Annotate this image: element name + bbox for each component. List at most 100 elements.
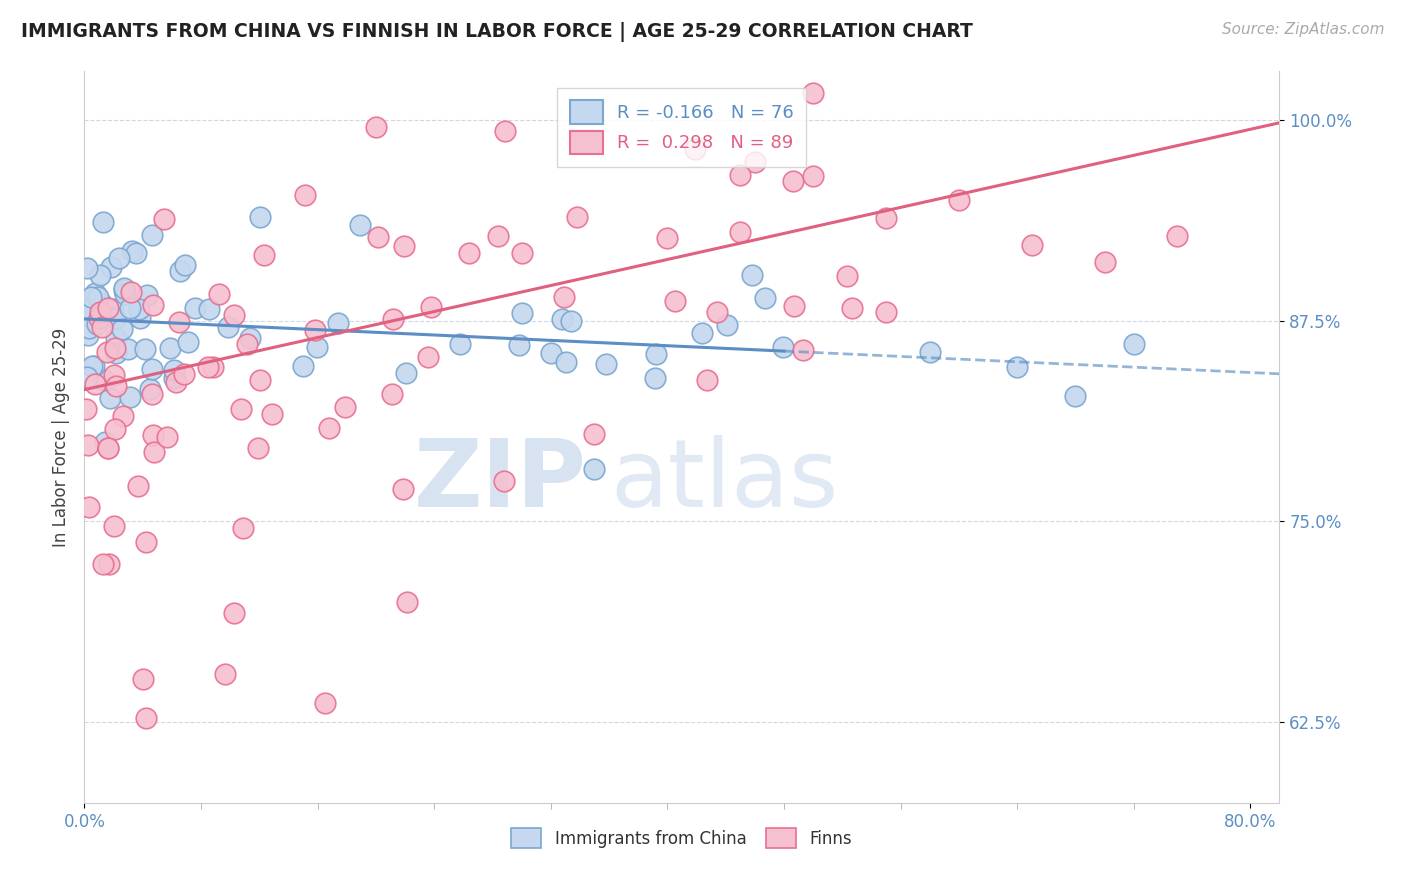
Point [208, 287, 231, 301]
Point [1122, 337, 1144, 351]
Point [117, 343, 139, 357]
Text: Source: ZipAtlas.com: Source: ZipAtlas.com [1222, 22, 1385, 37]
Point [177, 334, 200, 349]
Point [253, 248, 276, 262]
Point [801, 169, 824, 183]
Point [77, 328, 100, 343]
Point [79, 320, 101, 334]
Point [262, 407, 284, 421]
Point [555, 355, 578, 369]
Point [494, 124, 516, 138]
Point [90, 297, 112, 311]
Point [394, 366, 416, 380]
Point [583, 427, 606, 442]
Point [232, 521, 254, 535]
Point [583, 462, 606, 476]
Point [551, 312, 574, 326]
Text: IMMIGRANTS FROM CHINA VS FINNISH IN LABOR FORCE | AGE 25-29 CORRELATION CHART: IMMIGRANTS FROM CHINA VS FINNISH IN LABO… [21, 22, 973, 42]
Point [103, 368, 125, 383]
Point [381, 387, 404, 401]
Point [318, 421, 340, 435]
Point [486, 229, 509, 244]
Point [948, 193, 970, 207]
Point [77, 302, 100, 317]
Point [118, 301, 141, 315]
Point [875, 304, 897, 318]
Point [222, 606, 245, 620]
Point [76, 369, 98, 384]
Point [754, 291, 776, 305]
Point [728, 225, 751, 239]
Point [560, 314, 582, 328]
Point [553, 290, 575, 304]
Point [141, 387, 163, 401]
Point [236, 337, 259, 351]
Point [103, 519, 125, 533]
Point [91, 557, 114, 571]
Point [1064, 389, 1087, 403]
Point [1166, 229, 1188, 244]
Point [98, 391, 121, 405]
Legend: Immigrants from China, Finns: Immigrants from China, Finns [503, 820, 860, 856]
Point [716, 318, 738, 333]
Point [89, 305, 111, 319]
Point [142, 298, 165, 312]
Point [142, 427, 165, 442]
Point [163, 370, 186, 384]
Point [305, 340, 328, 354]
Point [97, 441, 120, 455]
Point [108, 251, 131, 265]
Point [249, 373, 271, 387]
Point [89, 268, 111, 282]
Point [664, 294, 686, 309]
Point [314, 696, 336, 710]
Point [202, 359, 225, 374]
Point [249, 210, 271, 224]
Point [508, 338, 530, 352]
Point [114, 287, 136, 301]
Point [96, 344, 118, 359]
Point [118, 391, 141, 405]
Point [75, 402, 97, 417]
Point [304, 323, 326, 337]
Point [83, 286, 105, 301]
Point [165, 375, 187, 389]
Point [139, 382, 162, 396]
Point [772, 340, 794, 354]
Point [657, 231, 679, 245]
Point [134, 343, 156, 357]
Point [492, 475, 515, 489]
Point [744, 154, 766, 169]
Point [105, 379, 128, 393]
Point [782, 174, 804, 188]
Point [152, 212, 174, 227]
Point [510, 245, 533, 260]
Point [112, 283, 135, 297]
Point [131, 672, 153, 686]
Point [101, 301, 124, 316]
Point [326, 316, 349, 330]
Point [420, 301, 443, 315]
Point [104, 342, 127, 356]
Point [91, 320, 114, 334]
Point [783, 299, 806, 313]
Point [87, 311, 110, 326]
Point [125, 246, 148, 260]
Point [83, 359, 105, 373]
Point [239, 331, 262, 345]
Point [121, 244, 143, 259]
Point [167, 315, 190, 329]
Point [198, 302, 221, 317]
Point [595, 357, 617, 371]
Point [86, 290, 108, 304]
Point [381, 311, 404, 326]
Point [367, 229, 389, 244]
Point [1005, 359, 1028, 374]
Point [458, 245, 481, 260]
Point [93, 215, 115, 229]
Point [129, 310, 152, 325]
Point [349, 219, 371, 233]
Point [173, 367, 195, 381]
Point [364, 120, 387, 134]
Point [540, 346, 562, 360]
